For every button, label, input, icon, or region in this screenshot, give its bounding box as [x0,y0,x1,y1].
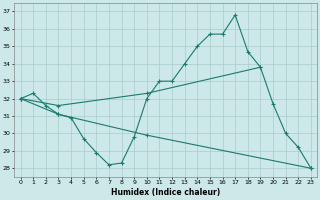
X-axis label: Humidex (Indice chaleur): Humidex (Indice chaleur) [111,188,220,197]
